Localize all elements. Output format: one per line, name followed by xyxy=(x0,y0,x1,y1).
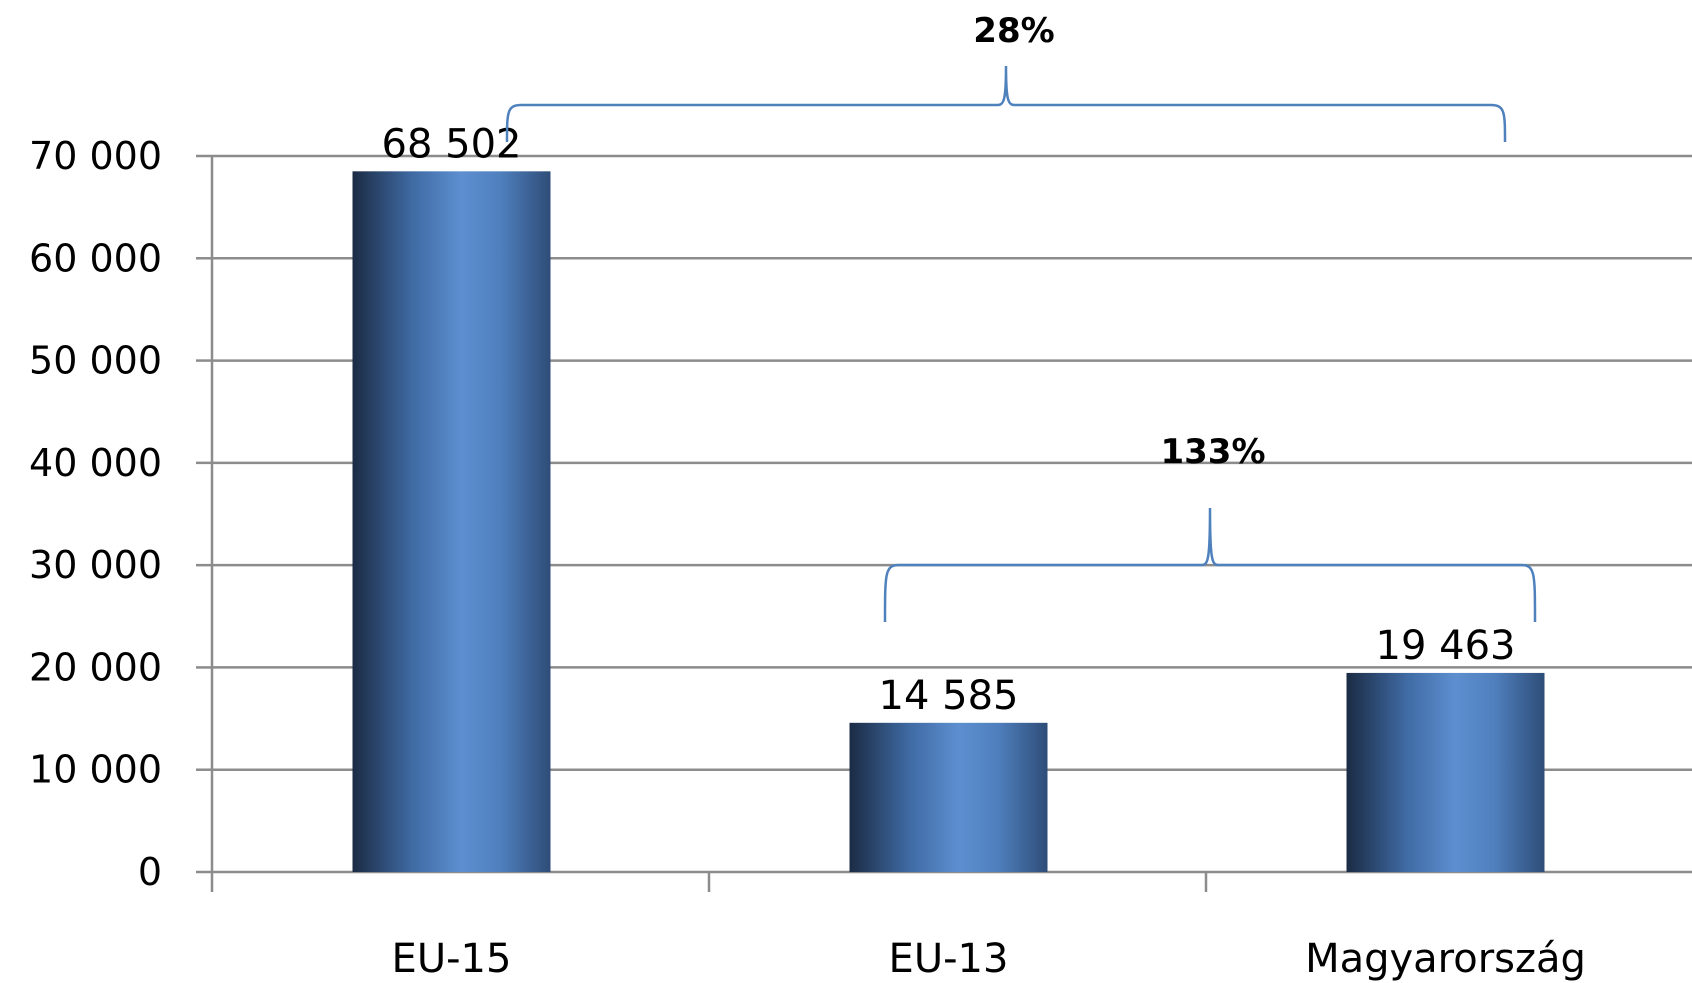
bar-magyarország xyxy=(1346,672,1545,872)
brace-annotation xyxy=(505,65,1507,143)
data-label: 14 585 xyxy=(879,673,1019,719)
category-label: EU-15 xyxy=(392,936,512,982)
bar-eu-15 xyxy=(352,171,551,873)
y-tick-label: 60 000 xyxy=(29,236,162,280)
annotations: 28% 133% xyxy=(505,11,1537,623)
y-tick-label: 30 000 xyxy=(29,543,162,587)
y-tick-label: 20 000 xyxy=(29,645,162,689)
annotation-label: 133% xyxy=(1160,432,1265,472)
bar-eu-13 xyxy=(849,722,1048,872)
category-labels: EU-15 EU-13 Magyarország xyxy=(392,936,1586,982)
brace-annotation xyxy=(883,507,1537,623)
category-label: Magyarország xyxy=(1305,936,1586,982)
bars xyxy=(352,171,1545,873)
data-label: 19 463 xyxy=(1376,623,1516,669)
data-label: 68 502 xyxy=(382,121,522,167)
annotation-label: 28% xyxy=(973,11,1054,51)
y-tick-label: 0 xyxy=(138,850,162,894)
x-axis xyxy=(210,870,1692,892)
y-tick-label: 10 000 xyxy=(29,748,162,792)
y-tick-label: 50 000 xyxy=(29,339,162,383)
data-labels: 68 502 14 585 19 463 xyxy=(382,121,1516,718)
y-tick-label: 70 000 xyxy=(29,134,162,178)
category-label: EU-13 xyxy=(889,936,1009,982)
y-axis: 0 10 000 20 000 30 000 40 000 50 000 60 000 70 … xyxy=(29,134,214,894)
y-tick-label: 40 000 xyxy=(29,441,162,485)
